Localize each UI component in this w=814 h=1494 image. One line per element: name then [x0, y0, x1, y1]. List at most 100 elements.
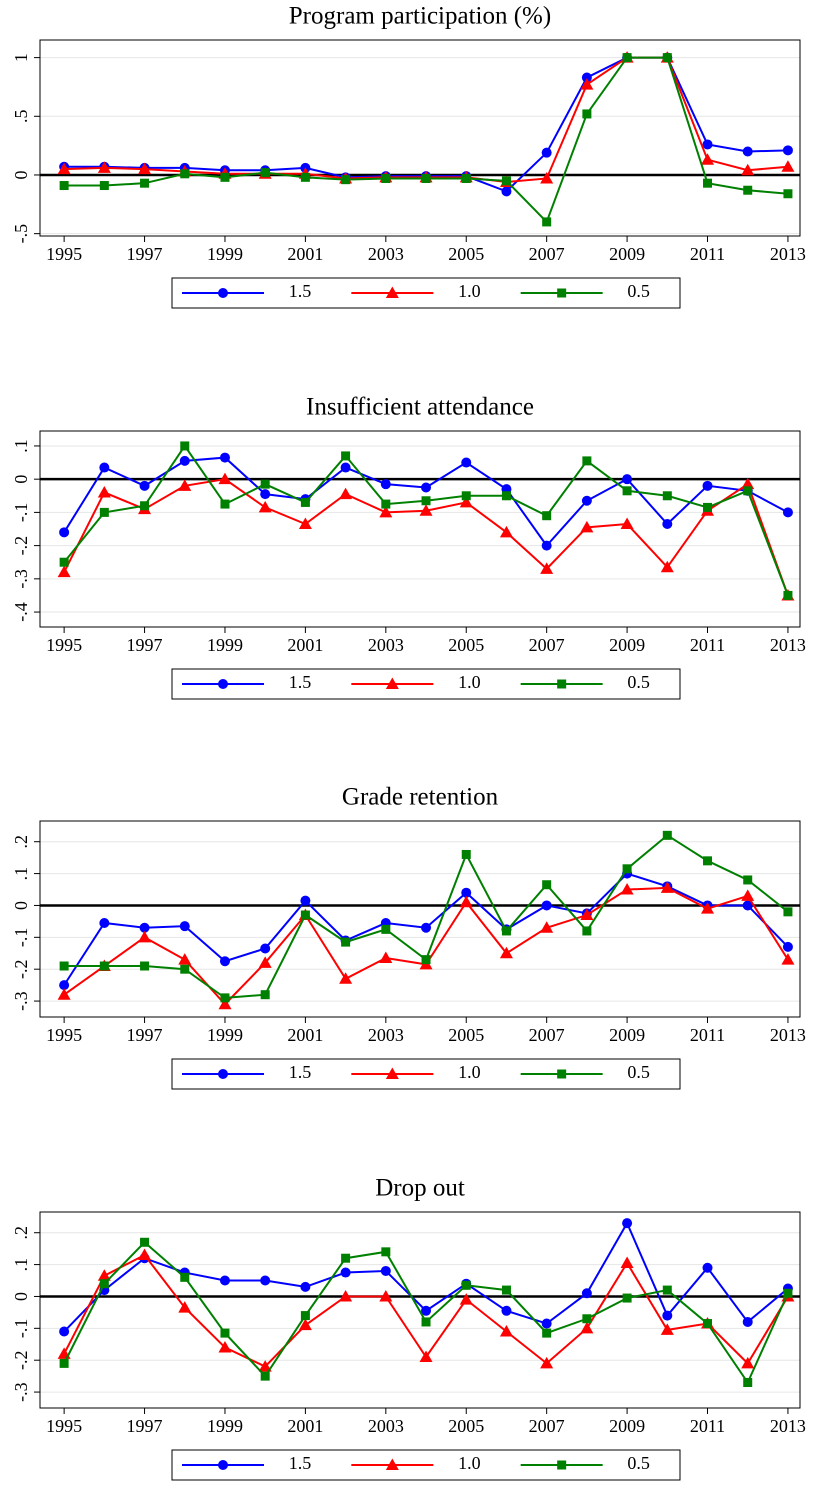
marker — [581, 72, 592, 83]
x-tick-label: 1999 — [207, 1025, 243, 1045]
legend-label: 0.5 — [627, 1062, 650, 1082]
marker — [662, 519, 673, 530]
marker — [99, 1279, 109, 1289]
marker — [461, 887, 472, 898]
marker — [421, 173, 431, 183]
x-tick-label: 1995 — [46, 1025, 82, 1045]
y-tick-label: 0 — [11, 170, 31, 179]
x-tick-label: 2007 — [529, 635, 565, 655]
marker — [99, 961, 109, 971]
x-tick-label: 2009 — [609, 1416, 645, 1436]
marker — [220, 1328, 230, 1338]
x-tick-label: 1997 — [127, 1025, 163, 1045]
marker — [582, 109, 592, 119]
marker — [379, 1289, 393, 1302]
marker — [218, 1340, 232, 1353]
marker — [702, 1262, 713, 1273]
marker — [260, 1275, 271, 1286]
marker — [97, 161, 111, 173]
x-tick-label: 2001 — [287, 635, 323, 655]
marker — [59, 1358, 69, 1368]
marker — [178, 953, 192, 965]
x-tick-label: 2013 — [770, 1416, 806, 1436]
marker — [300, 1311, 310, 1321]
marker — [57, 565, 71, 578]
x-tick-label: 2001 — [287, 244, 323, 264]
x-tick-label: 2011 — [690, 1416, 725, 1436]
marker — [99, 917, 110, 928]
y-tick-label: 0 — [11, 901, 31, 910]
marker — [385, 677, 399, 689]
legend: 1.5 1.0 0.5 — [171, 668, 681, 700]
x-tick-label: 2011 — [690, 244, 725, 264]
marker — [220, 993, 230, 1003]
x-tick-label: 2013 — [770, 1025, 806, 1045]
marker — [300, 895, 311, 906]
x-tick-label: 2005 — [448, 1416, 484, 1436]
plot-frame — [39, 1211, 801, 1409]
marker — [178, 479, 192, 491]
x-tick-label: 2009 — [609, 244, 645, 264]
marker — [180, 441, 190, 451]
marker — [140, 501, 150, 511]
marker — [139, 922, 150, 933]
marker — [218, 1460, 228, 1470]
legend-label: 1.0 — [458, 1453, 481, 1473]
marker — [59, 980, 70, 991]
legend-label: 1.5 — [289, 672, 312, 692]
marker — [501, 926, 511, 936]
marker — [541, 540, 552, 551]
marker — [741, 889, 755, 901]
chart-panel: Insufficient attendance -.4 -.3 -.2 -.1 0 .1 19… — [11, 394, 806, 700]
marker — [557, 288, 567, 298]
marker — [582, 1314, 592, 1324]
marker — [781, 160, 795, 172]
x-tick-label: 2007 — [529, 1025, 565, 1045]
marker — [180, 964, 190, 974]
marker — [260, 1371, 270, 1381]
marker — [421, 482, 432, 493]
marker — [461, 849, 471, 859]
legend-label: 1.5 — [289, 1062, 312, 1082]
marker — [501, 1305, 512, 1316]
marker — [59, 527, 70, 538]
marker — [219, 452, 230, 463]
marker — [542, 217, 552, 227]
x-tick-label: 1995 — [46, 244, 82, 264]
marker — [542, 1328, 552, 1338]
x-tick-label: 2009 — [609, 1025, 645, 1045]
x-tick-label: 2009 — [609, 635, 645, 655]
y-tick-label: .2 — [11, 1226, 31, 1240]
plot-frame — [39, 430, 801, 628]
marker — [741, 163, 755, 176]
marker — [140, 1237, 150, 1247]
x-tick-label: 2001 — [287, 1025, 323, 1045]
marker — [742, 1316, 753, 1327]
marker — [743, 875, 753, 885]
marker — [421, 922, 432, 933]
legend-label: 0.5 — [627, 281, 650, 301]
marker — [260, 479, 270, 489]
marker — [622, 486, 632, 496]
y-tick-label: 1 — [11, 53, 31, 62]
marker — [742, 146, 753, 157]
marker — [138, 1248, 152, 1261]
marker — [379, 505, 393, 518]
marker — [782, 145, 793, 156]
marker — [660, 881, 674, 893]
marker — [59, 557, 69, 567]
marker — [783, 907, 793, 917]
x-tick-label: 2003 — [368, 1025, 404, 1045]
marker — [782, 941, 793, 952]
y-tick-label: .2 — [11, 835, 31, 849]
x-tick-label: 2013 — [770, 635, 806, 655]
marker — [461, 491, 471, 501]
marker — [557, 1460, 567, 1470]
marker — [300, 497, 310, 507]
marker — [783, 189, 793, 199]
marker — [580, 78, 594, 90]
x-tick-label: 2011 — [690, 635, 725, 655]
marker — [220, 172, 230, 182]
marker — [581, 495, 592, 506]
chart-panel: Grade retention -.3 -.2 -.1 0 .1 .2 1995 1997 199… — [11, 784, 806, 1090]
